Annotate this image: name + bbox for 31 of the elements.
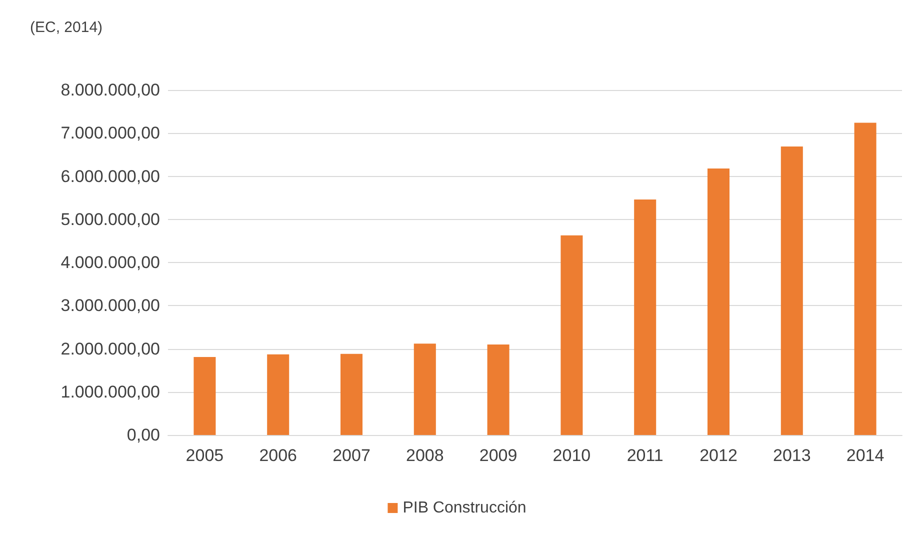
y-tick-label: 8.000.000,00 [60, 80, 160, 100]
bar [634, 200, 656, 435]
y-tick-label: 6.000.000,00 [60, 166, 160, 186]
y-tick-label: 2.000.000,00 [60, 339, 160, 358]
bar [194, 356, 216, 435]
x-tick-label: 2008 [406, 446, 444, 465]
x-tick-label: 2014 [846, 446, 884, 465]
y-tick-label: 1.000.000,00 [60, 382, 160, 402]
x-tick-label: 2005 [186, 446, 224, 465]
y-tick-label: 7.000.000,00 [60, 124, 160, 143]
x-tick-label: 2013 [772, 446, 811, 465]
bar [780, 146, 803, 435]
x-tick-label: 2011 [626, 446, 664, 465]
bar [487, 344, 510, 435]
bar [560, 235, 583, 435]
bar [267, 354, 290, 435]
y-tick-label: 5.000.000,00 [60, 210, 160, 229]
y-axis-title: (EC, 2014) [30, 19, 103, 36]
y-tick-label: 0,00 [126, 426, 160, 444]
bar [340, 354, 363, 435]
x-tick-label: 2007 [332, 446, 370, 465]
y-tick-label: 4.000.000,00 [60, 253, 160, 272]
bar [414, 344, 436, 435]
bar [854, 122, 876, 435]
x-tick-label: 2006 [259, 446, 298, 465]
x-tick-label: 2012 [700, 446, 738, 465]
legend-label: PIB Construcción [402, 500, 526, 516]
x-tick-label: 2010 [552, 446, 591, 465]
bar [707, 168, 730, 435]
x-tick-label: 2009 [479, 446, 518, 465]
y-tick-label: 3.000.000,00 [60, 296, 160, 316]
